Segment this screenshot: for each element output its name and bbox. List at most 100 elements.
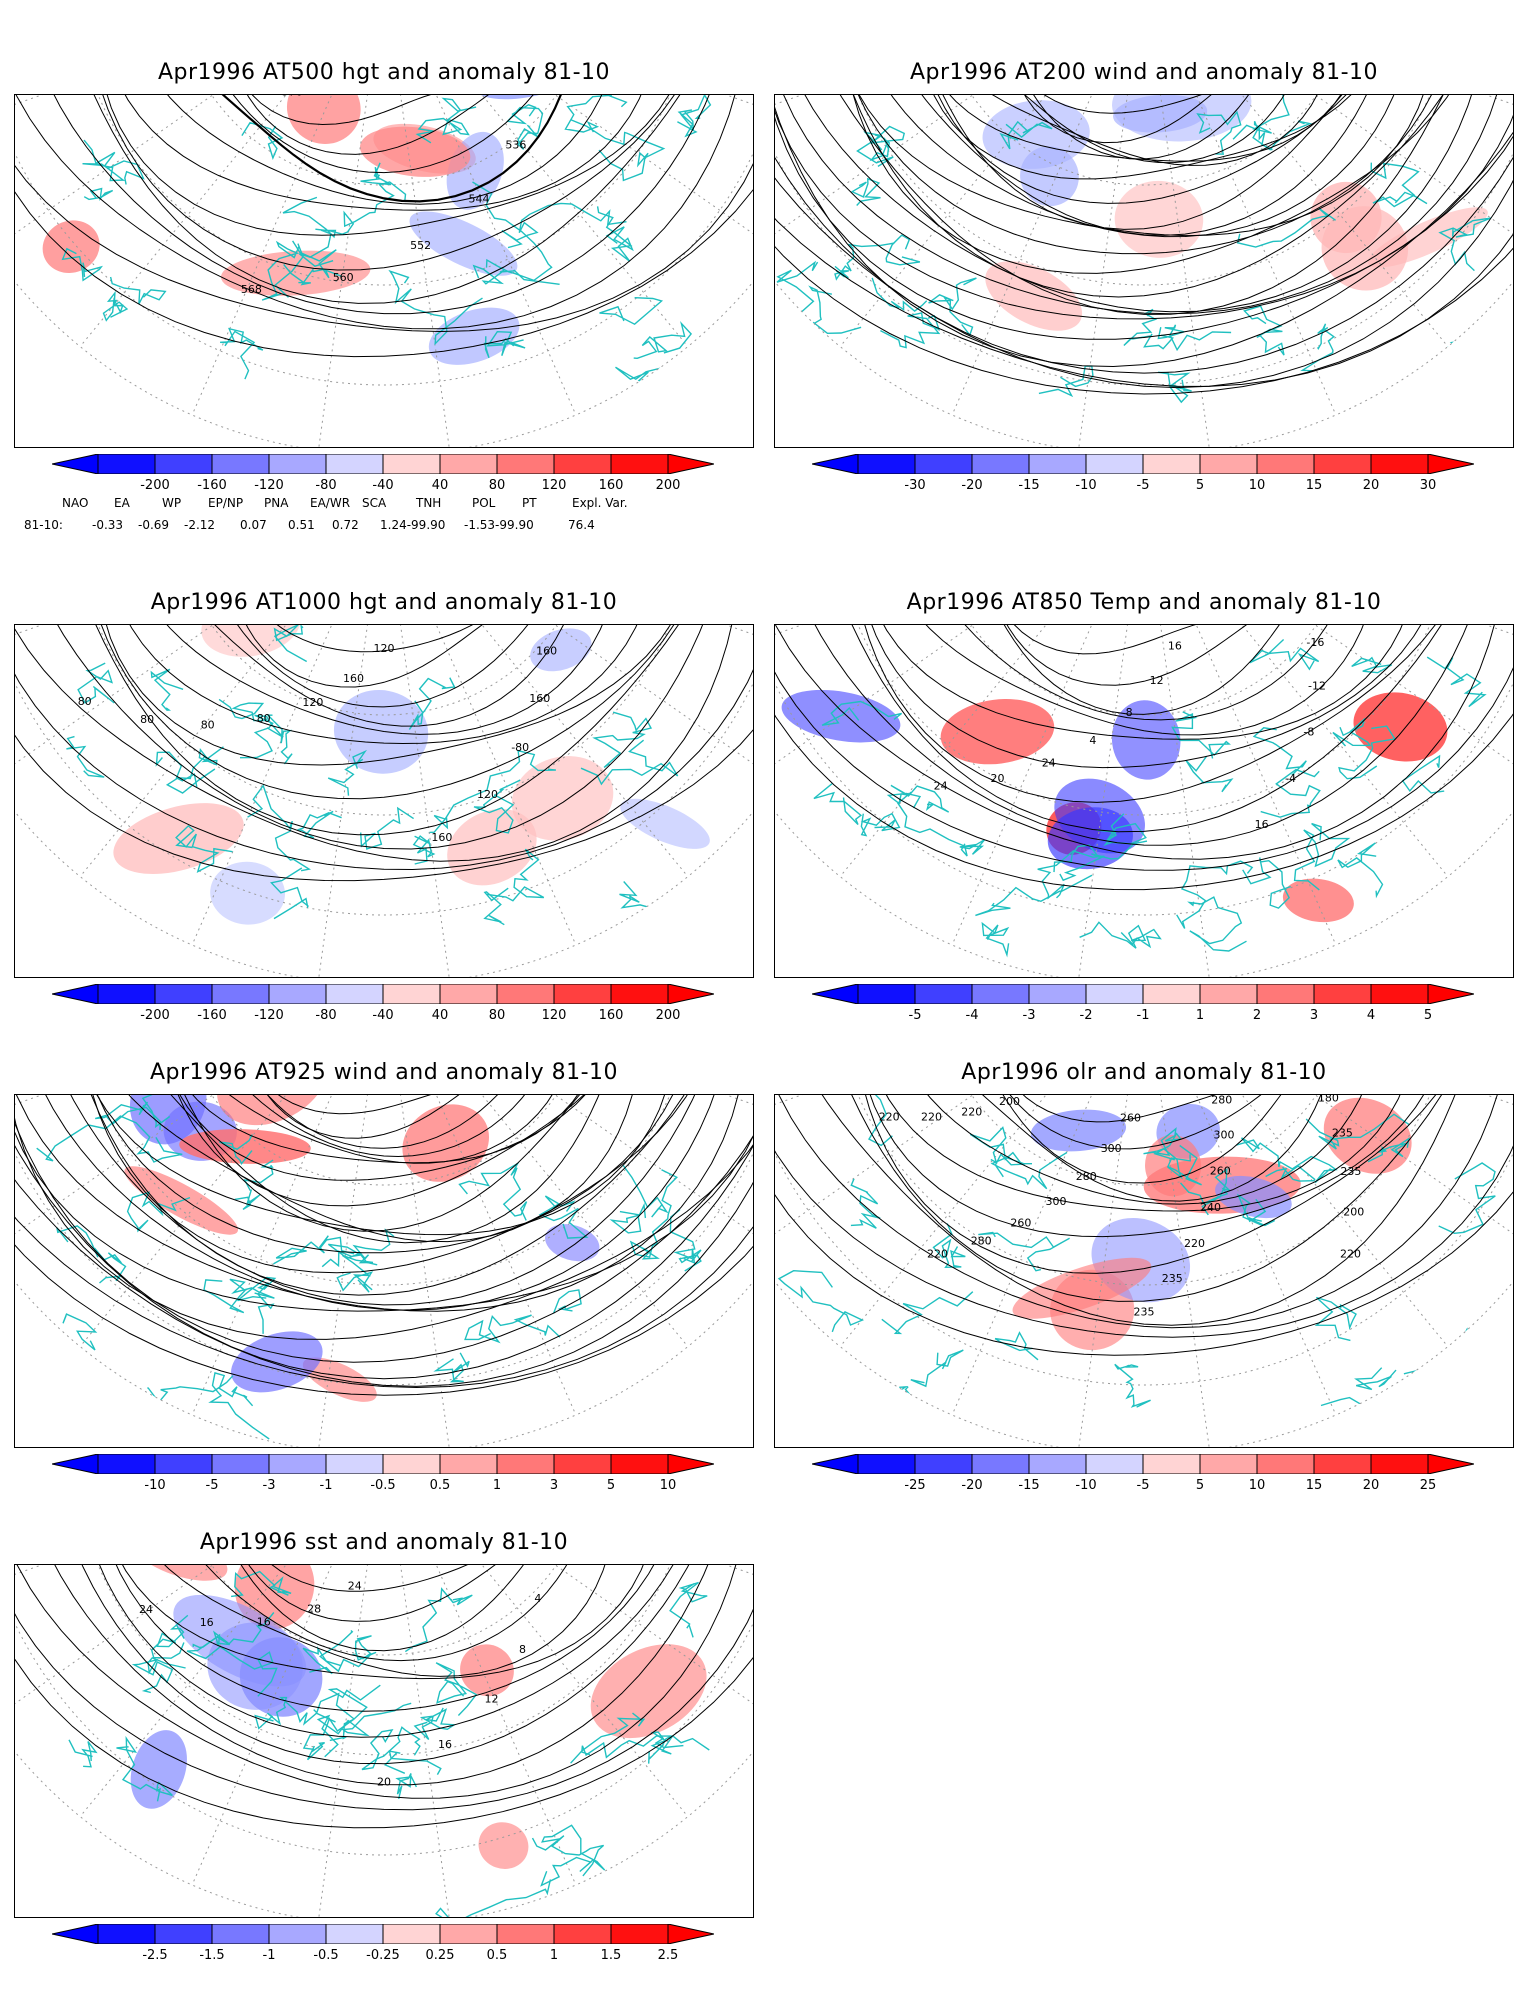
index-header-cell: TNH — [416, 496, 442, 510]
anomaly-shading — [179, 1129, 311, 1164]
contour-line — [81, 1095, 645, 1243]
colorbar-tick-label: -160 — [197, 1008, 227, 1023]
coastline — [116, 1735, 173, 1802]
contour-line — [15, 625, 753, 871]
colorbar-tick-label: -10 — [144, 1478, 166, 1493]
colorbar-swatch — [382, 984, 441, 1004]
anomaly-shading — [286, 95, 361, 145]
coastline — [429, 749, 556, 834]
contour-line — [15, 1565, 753, 1811]
map-content: 2824481216202428161624 — [15, 1565, 753, 1917]
contour-line — [949, 625, 1344, 715]
contour-line — [168, 1095, 579, 1164]
colorbar-sst — [52, 1924, 714, 1944]
colorbar-swatch — [610, 1924, 669, 1944]
coastline — [932, 1223, 966, 1269]
colorbar-swatch — [439, 1924, 498, 1944]
contour-label: 80 — [78, 695, 92, 708]
contour-label: 260 — [1210, 1165, 1231, 1178]
colorbar-swatch — [1370, 1454, 1429, 1474]
contour-line — [15, 95, 753, 333]
latitude-gridline — [15, 1565, 753, 1856]
contour-label: -12 — [1308, 680, 1326, 693]
colorbar-swatch — [1028, 1454, 1087, 1474]
contour-label: 28 — [307, 1603, 321, 1616]
coastline — [261, 240, 304, 301]
colorbar-swatch — [1199, 984, 1258, 1004]
coastline — [1196, 110, 1242, 155]
coastline — [435, 1662, 478, 1716]
coastline — [994, 1331, 1039, 1361]
coastline — [319, 1629, 377, 1673]
anomaly-shading — [985, 261, 1083, 331]
coastline — [273, 1235, 355, 1265]
panel-title: Apr1996 sst and anomaly 81-10 — [199, 1530, 569, 1555]
contour-label: 220 — [961, 1105, 982, 1118]
coastline — [552, 1289, 582, 1314]
colorbar-tick-label: -3 — [1022, 1008, 1036, 1023]
meridian-gridline — [1143, 625, 1513, 781]
contour-label: -80 — [511, 741, 529, 754]
colorbar-swatch — [268, 1924, 327, 1944]
contour-line — [775, 625, 1513, 871]
colorbar-swatch — [1256, 1454, 1315, 1474]
colorbar-swatch — [857, 984, 916, 1004]
colorbar-swatch — [97, 984, 156, 1004]
coastline — [1053, 840, 1148, 873]
colorbar-tick-label: -15 — [1018, 478, 1040, 493]
coastline — [669, 1208, 702, 1272]
contour-line — [775, 625, 1513, 891]
contour-line — [775, 95, 1513, 389]
coastline — [165, 746, 224, 794]
coastline — [871, 277, 928, 312]
colorbar-at200 — [812, 454, 1474, 474]
contour-line — [114, 1565, 617, 1677]
colorbar-tick-label: 5 — [1195, 478, 1205, 493]
coastline — [506, 104, 544, 150]
colorbar-swatch — [325, 984, 384, 1004]
coastline — [1314, 1296, 1357, 1342]
contour-label: 80 — [201, 718, 215, 731]
contour-label: 16 — [947, 625, 961, 628]
contour-line — [775, 95, 1513, 368]
contour-line — [775, 95, 1513, 387]
coastline — [622, 1164, 669, 1218]
coastline — [1293, 822, 1351, 891]
colorbar-swatch — [857, 1454, 916, 1474]
colorbar-tick-label: -20 — [961, 1478, 983, 1493]
colorbar-tick-label: 80 — [488, 1008, 506, 1023]
coastline — [788, 285, 862, 336]
colorbar-tick-label: 40 — [431, 1008, 449, 1023]
latitude-gridline — [73, 1095, 695, 1286]
latitude-gridline — [15, 1095, 753, 1386]
contour-line — [64, 1095, 722, 1296]
coastline — [1176, 860, 1254, 929]
coastline — [1337, 842, 1384, 899]
colorbar-tick-label: 0.5 — [429, 1478, 451, 1493]
colorbar-at850 — [812, 984, 1474, 1004]
colorbar-swatch — [97, 1454, 156, 1474]
anomaly-shading — [201, 625, 301, 657]
coastline — [1123, 308, 1175, 350]
anomaly-shading — [231, 1331, 323, 1393]
colorbar-tick-label: 200 — [655, 478, 681, 493]
map-content — [775, 95, 1513, 447]
coastline — [435, 1879, 552, 1917]
contour-line — [157, 1095, 603, 1164]
contour-label: 160 — [529, 692, 550, 705]
coastline — [981, 921, 1010, 958]
index-header-cell: WP — [162, 496, 182, 510]
coastline — [273, 625, 308, 663]
anomaly-shading — [620, 798, 710, 849]
coastline — [321, 1243, 378, 1268]
contour-line — [861, 625, 1418, 740]
anomaly-shading — [428, 307, 520, 365]
contour-line — [79, 1095, 721, 1274]
coastline — [609, 1202, 647, 1234]
coastline — [388, 269, 483, 346]
map-content — [15, 1095, 753, 1447]
coastline — [975, 874, 1093, 917]
contour-label: 280 — [1211, 1095, 1232, 1107]
coastline — [776, 260, 819, 315]
contour-line — [23, 625, 729, 850]
